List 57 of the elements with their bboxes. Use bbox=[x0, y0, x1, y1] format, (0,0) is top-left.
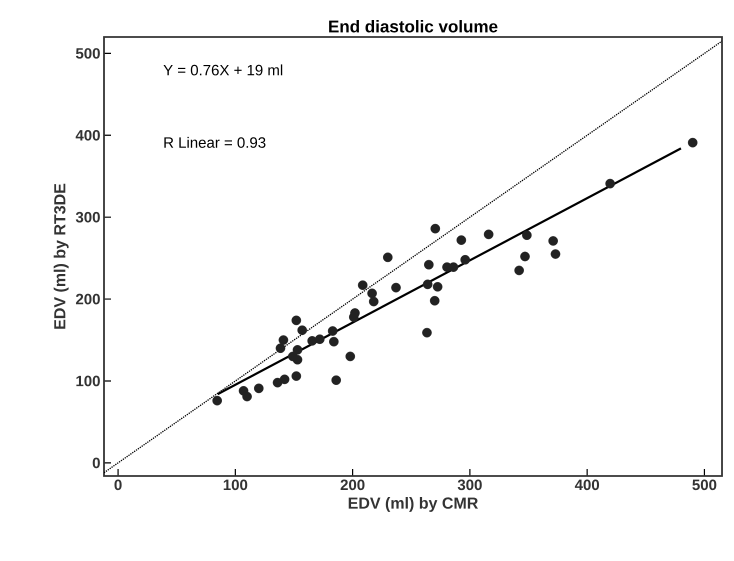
point bbox=[456, 235, 466, 245]
y-tick-label: 0 bbox=[92, 458, 100, 468]
point bbox=[331, 375, 341, 385]
annotation: R Linear = 0.93 bbox=[164, 136, 266, 148]
point bbox=[348, 312, 359, 322]
y-tick-label: 500 bbox=[76, 48, 100, 59]
x-tick-label: 400 bbox=[574, 480, 600, 490]
point bbox=[212, 396, 222, 406]
point bbox=[272, 378, 282, 388]
point bbox=[430, 224, 440, 234]
point bbox=[605, 178, 615, 188]
point bbox=[422, 328, 432, 338]
point bbox=[422, 280, 432, 290]
x-tick-label: 300 bbox=[458, 480, 482, 490]
chart-title: End diastolic volume bbox=[329, 20, 498, 33]
point bbox=[688, 138, 698, 148]
y-tick-label: 200 bbox=[76, 294, 100, 304]
point bbox=[292, 316, 302, 326]
point bbox=[391, 282, 401, 292]
point bbox=[278, 335, 288, 345]
point bbox=[424, 260, 434, 270]
point bbox=[520, 252, 530, 262]
point bbox=[448, 262, 458, 272]
point bbox=[329, 336, 339, 346]
y-axis-title: EDV (ml) by RT3DE bbox=[54, 184, 69, 329]
point bbox=[242, 392, 252, 402]
point bbox=[430, 296, 440, 306]
point bbox=[254, 384, 264, 394]
y-tick-label: 300 bbox=[76, 212, 100, 223]
point bbox=[297, 325, 307, 336]
point bbox=[514, 266, 524, 276]
point bbox=[550, 249, 560, 259]
point bbox=[358, 280, 368, 290]
point bbox=[522, 230, 532, 240]
annotation: Y = 0.76X + 19 ml bbox=[163, 64, 282, 76]
point bbox=[292, 371, 302, 381]
x-tick-label: 500 bbox=[692, 480, 716, 490]
x-axis-title: EDV (ml) by CMR bbox=[348, 497, 478, 512]
x-tick-label: 0 bbox=[114, 480, 122, 490]
point bbox=[367, 288, 377, 298]
point bbox=[432, 282, 442, 292]
point bbox=[548, 236, 558, 246]
point bbox=[314, 334, 325, 344]
y-tick-label: 400 bbox=[76, 130, 100, 141]
x-tick-label: 200 bbox=[340, 480, 365, 490]
x-tick-label: 100 bbox=[224, 480, 248, 490]
point bbox=[328, 326, 338, 336]
point bbox=[368, 296, 379, 306]
point bbox=[276, 343, 286, 354]
point bbox=[288, 352, 298, 362]
point bbox=[484, 230, 494, 240]
point bbox=[382, 252, 393, 262]
point bbox=[280, 374, 290, 384]
y-tick-label: 100 bbox=[76, 376, 100, 386]
point bbox=[292, 345, 302, 355]
point bbox=[460, 254, 470, 265]
point bbox=[345, 352, 356, 362]
